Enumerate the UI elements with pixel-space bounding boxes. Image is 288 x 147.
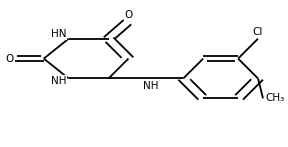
Text: HN: HN bbox=[51, 29, 67, 39]
Text: CH₃: CH₃ bbox=[266, 93, 285, 103]
Text: Cl: Cl bbox=[253, 27, 263, 37]
Text: NH: NH bbox=[51, 76, 66, 86]
Text: O: O bbox=[5, 54, 14, 64]
Text: O: O bbox=[124, 10, 132, 20]
Text: NH: NH bbox=[143, 81, 159, 91]
